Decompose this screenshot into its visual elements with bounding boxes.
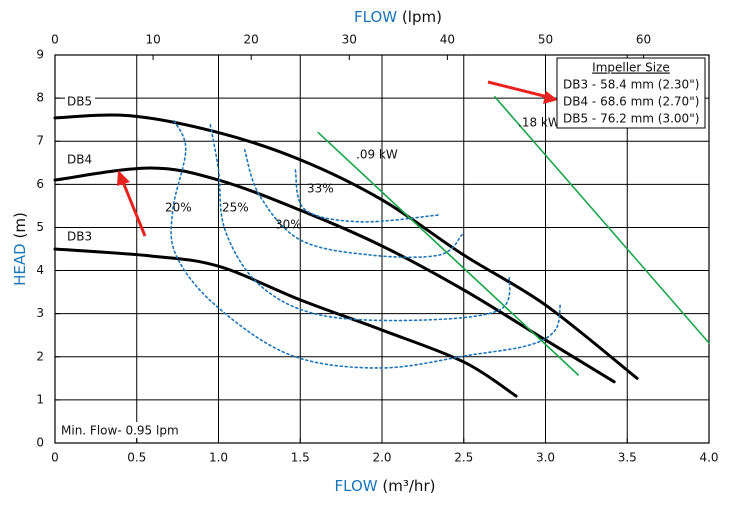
- x2-tick-label: 50: [538, 33, 553, 47]
- y-tick-label: 9: [36, 48, 44, 62]
- x-tick-label: 2.5: [454, 451, 473, 465]
- x-tick-label: 1.0: [209, 451, 228, 465]
- power-curve: [317, 131, 579, 376]
- x-tick-label: 3.5: [618, 451, 637, 465]
- y-tick-label: 4: [36, 263, 44, 277]
- x-tick-label: 0.5: [127, 451, 146, 465]
- pump-curve: [53, 113, 639, 380]
- pump-label: DB5: [67, 95, 92, 109]
- pump-label: DB3: [67, 230, 92, 244]
- label-backdrop: [65, 152, 95, 168]
- legend-entry: DB3 - 58.4 mm (2.30"): [563, 78, 699, 92]
- x-tick-label: 4.0: [699, 451, 718, 465]
- pump-label: DB4: [67, 153, 92, 167]
- efficiency-curve: [243, 149, 463, 259]
- arrow-shaft: [487, 80, 549, 99]
- x2-title-word: FLOW: [354, 8, 397, 26]
- x-tick-label: 2.0: [372, 451, 391, 465]
- x2-tick-label: 60: [636, 33, 651, 47]
- y-axis-title: HEAD (m): [11, 212, 29, 286]
- power-label: .18 kW: [518, 116, 560, 130]
- label-backdrop: [65, 94, 95, 110]
- pump-curve: [53, 247, 518, 398]
- x2-tick-label: 20: [244, 33, 259, 47]
- y-tick-label: 6: [36, 177, 44, 191]
- pump-curve: [53, 166, 616, 384]
- x-title-unit: (m³/hr): [382, 477, 435, 495]
- x-tick-label: 3.0: [536, 451, 555, 465]
- x2-tick-label: 10: [145, 33, 160, 47]
- arrow-head: [543, 91, 558, 104]
- x2-title-unit: (lpm): [402, 8, 442, 26]
- y-title-word: HEAD: [11, 243, 29, 286]
- legend-box: [556, 57, 706, 129]
- legend-entry: DB4 - 68.6 mm (2.70"): [563, 95, 699, 109]
- efficiency-curve: [170, 120, 562, 369]
- y-tick-label: 2: [36, 349, 44, 363]
- efficiency-label: 33%: [307, 182, 334, 196]
- efficiency-curve: [294, 169, 441, 223]
- efficiency-curve: [209, 124, 511, 322]
- y-tick-label: 0: [36, 436, 44, 450]
- efficiency-label: 25%: [222, 201, 249, 215]
- arrow-head: [117, 170, 130, 186]
- x-axis-title: FLOW (m³/hr): [335, 477, 436, 495]
- annotation: Min. Flow- 0.95 lpm: [61, 424, 179, 438]
- legend-title: Impeller Size: [592, 61, 670, 75]
- arrow-shaft: [121, 181, 147, 237]
- x2-axis-title: FLOW (lpm): [354, 8, 442, 26]
- y-tick-label: 5: [36, 220, 44, 234]
- efficiency-label: 20%: [165, 201, 192, 215]
- efficiency-label: 30%: [275, 218, 302, 232]
- x-tick-label: 0: [51, 451, 59, 465]
- x-title-word: FLOW: [335, 477, 378, 495]
- legend-entry: DB5 - 76.2 mm (3.00"): [563, 112, 699, 126]
- annotation-backdrop: [58, 422, 183, 438]
- x2-tick-label: 30: [342, 33, 357, 47]
- y-tick-label: 1: [36, 392, 44, 406]
- y-title-unit: (m): [11, 212, 29, 238]
- y-tick-label: 8: [36, 91, 44, 105]
- arrows: [117, 80, 558, 237]
- x2-tick-label: 40: [440, 33, 455, 47]
- x-tick-label: 1.5: [291, 451, 310, 465]
- label-backdrop: [65, 229, 95, 245]
- y-tick-label: 3: [36, 306, 44, 320]
- y-tick-label: 7: [36, 134, 44, 148]
- power-curve: [494, 96, 710, 344]
- power-label: .09 kW: [356, 148, 398, 162]
- x2-tick-label: 0: [51, 33, 59, 47]
